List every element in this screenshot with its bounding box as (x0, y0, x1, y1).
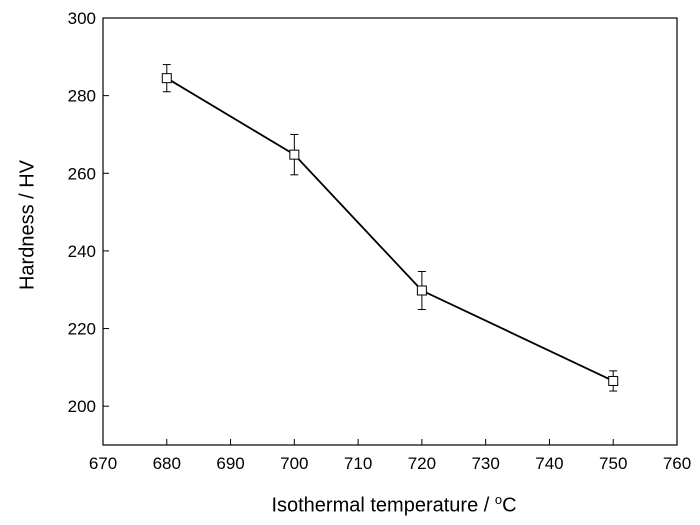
x-tick-label: 720 (408, 454, 436, 473)
x-tick-label: 690 (216, 454, 244, 473)
x-axis-ticks: 670 680 690 700 710 720 730 740 750 760 (89, 439, 691, 473)
x-tick-label: 740 (535, 454, 563, 473)
y-tick-label: 220 (68, 320, 96, 339)
series-line (166, 77, 614, 382)
y-tick-label: 200 (68, 397, 96, 416)
y-tick-label: 280 (68, 87, 96, 106)
data-point-marker (289, 149, 300, 160)
y-tick-label: 240 (68, 242, 96, 261)
x-axis-label-text: Isothermal temperature / (271, 494, 495, 517)
x-axis-label: Isothermal temperature / oC (0, 492, 700, 518)
data-point-marker (161, 73, 172, 84)
x-tick-label: 710 (344, 454, 372, 473)
x-tick-label: 760 (663, 454, 691, 473)
data-point-marker (608, 375, 619, 386)
x-axis-label-degree: o (494, 492, 503, 507)
y-tick-label: 260 (68, 164, 96, 183)
x-tick-label: 680 (153, 454, 181, 473)
x-tick-label: 670 (89, 454, 117, 473)
error-bars (162, 64, 618, 392)
y-tick-label: 300 (68, 9, 96, 28)
x-tick-label: 750 (599, 454, 627, 473)
plot-area (102, 17, 678, 446)
y-axis-ticks: 200 220 240 260 280 300 (68, 9, 109, 416)
x-tick-label: 700 (280, 454, 308, 473)
x-axis-label-unit: C (502, 494, 517, 517)
series-line-group (166, 77, 614, 382)
data-point-marker (416, 285, 427, 296)
y-axis-label: Hardness / HV (16, 159, 39, 291)
x-tick-label: 730 (471, 454, 499, 473)
data-markers (161, 73, 619, 386)
